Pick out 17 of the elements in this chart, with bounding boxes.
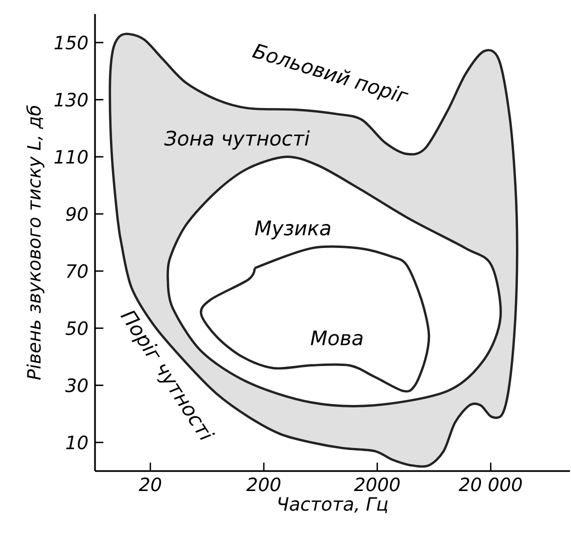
y-tick-label: 150	[54, 36, 88, 50]
annotation: Музика	[255, 220, 330, 240]
y-tick-label: 30	[65, 378, 88, 392]
annotation: Мова	[310, 330, 362, 346]
y-axis-title: Рівень звукового тиску L, дб	[26, 105, 44, 380]
y-tick-label: 110	[54, 150, 88, 164]
x-axis-title: Частота, Гц	[278, 497, 388, 514]
y-tick-label: 50	[66, 321, 88, 336]
y-tick-label: 130	[54, 92, 88, 107]
y-tick-label: 10	[66, 436, 88, 450]
x-tick-label: 20 000	[458, 477, 522, 492]
y-tick-label: 70	[66, 264, 88, 278]
x-tick-label: 20	[138, 477, 162, 492]
y-tick-label: 90	[66, 207, 88, 221]
annotation: Зона чутності	[164, 130, 310, 150]
x-tick-label: 2000	[354, 477, 400, 492]
x-tick-label: 200	[246, 477, 280, 492]
